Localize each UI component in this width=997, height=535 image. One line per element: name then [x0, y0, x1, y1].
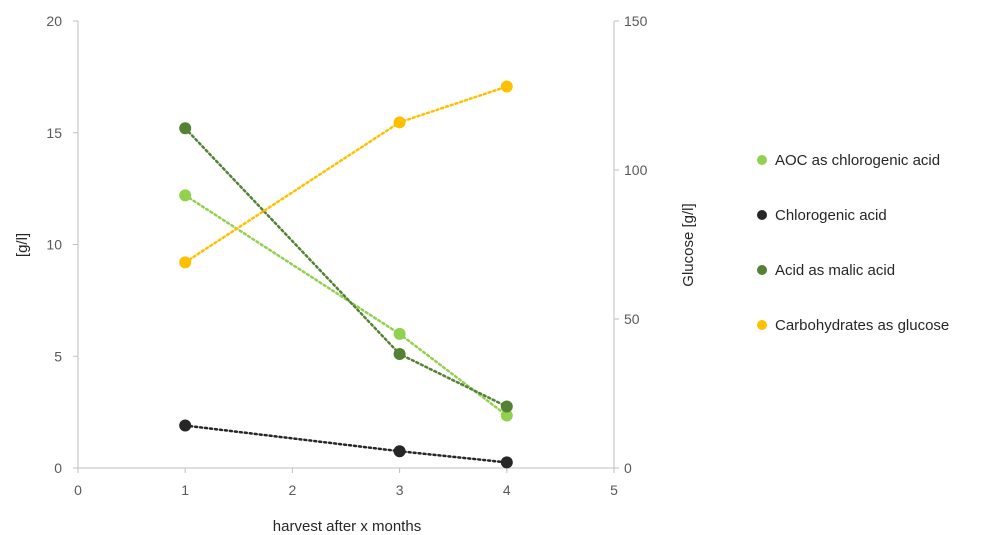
y2-tick-label: 50: [624, 311, 640, 327]
trend-line: [183, 194, 509, 417]
data-point: [393, 116, 406, 129]
legend-label: Chlorogenic acid: [775, 206, 887, 224]
x-tick-label: 5: [610, 482, 618, 498]
legend-marker: [757, 320, 767, 330]
legend-item: Acid as malic acid: [757, 260, 997, 280]
y2-tick-label: 0: [624, 460, 632, 476]
y2-tick-label: 150: [624, 13, 648, 29]
data-point: [393, 348, 406, 361]
legend-item: Chlorogenic acid: [757, 205, 997, 225]
data-point: [393, 327, 406, 340]
y2-tick-label: 100: [624, 162, 648, 178]
y-tick-label: 5: [54, 348, 62, 364]
trend-line: [183, 127, 509, 408]
legend: AOC as chlorogenic acid Chlorogenic acid…: [757, 150, 997, 370]
x-tick-label: 4: [503, 482, 511, 498]
legend-label: Carbohydrates as glucose: [775, 316, 950, 334]
data-point: [179, 189, 192, 202]
y-tick-label: 20: [46, 13, 62, 29]
y-tick-label: 10: [46, 237, 62, 253]
y2-axis-title: Glucose [g/l]: [680, 203, 697, 286]
legend-marker: [757, 155, 767, 165]
data-point: [393, 445, 406, 458]
axes: [73, 20, 619, 473]
y-tick-label: 15: [46, 125, 62, 141]
y-tick-label: 0: [54, 460, 62, 476]
data-point: [179, 419, 192, 432]
x-tick-label: 3: [396, 482, 404, 498]
legend-item: Carbohydrates as glucose: [757, 315, 997, 335]
data-point: [179, 122, 192, 135]
x-tick-label: 2: [289, 482, 297, 498]
data-point: [179, 256, 192, 269]
data-point: [500, 409, 513, 422]
legend-marker: [757, 265, 767, 275]
legend-item: AOC as chlorogenic acid: [757, 150, 997, 170]
trend-line: [183, 85, 509, 264]
data-point: [500, 456, 513, 469]
y-axis-title: [g/l]: [14, 233, 31, 257]
x-axis-title: harvest after x months: [273, 518, 421, 535]
series-layer: [179, 80, 513, 469]
x-tick-label: 0: [74, 482, 82, 498]
trend-line: [183, 424, 509, 464]
legend-label: Acid as malic acid: [775, 261, 896, 279]
data-point: [500, 400, 513, 413]
x-tick-label: 1: [181, 482, 189, 498]
legend-label: AOC as chlorogenic acid: [775, 151, 941, 169]
legend-marker: [757, 210, 767, 220]
data-point: [500, 80, 513, 93]
